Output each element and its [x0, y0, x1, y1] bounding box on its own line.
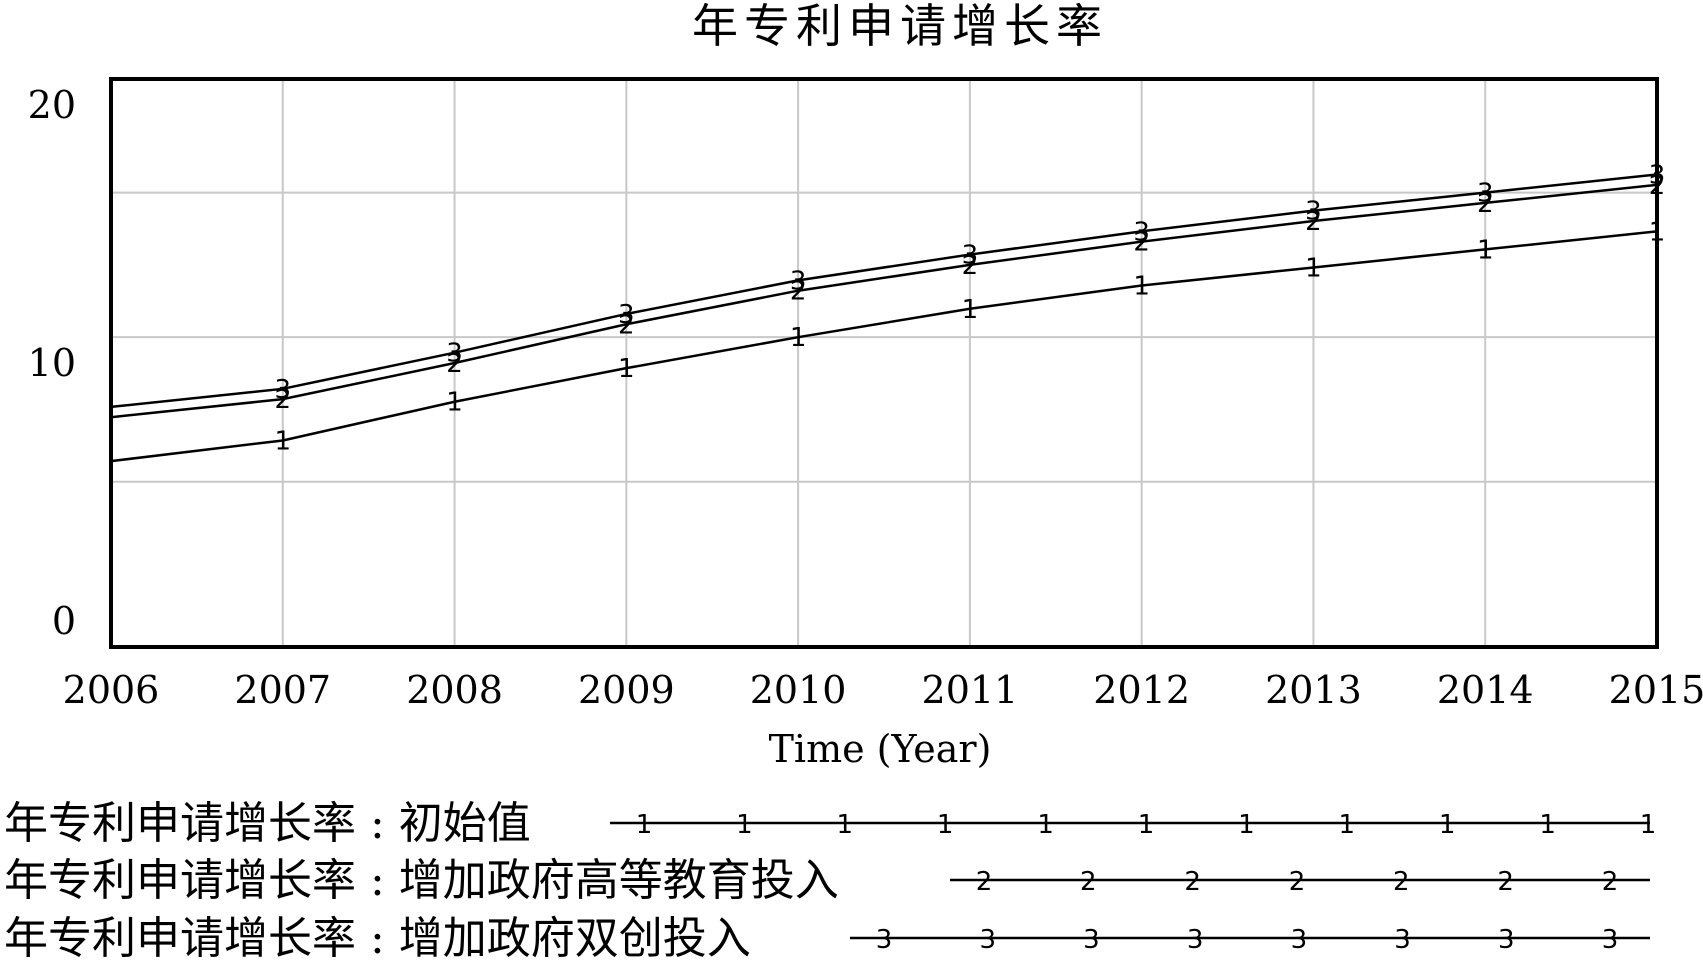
data-point-1-2013: 1: [1305, 253, 1322, 283]
legend-marker-3-4: 3: [1291, 925, 1308, 955]
x-tick-label-2009: 2009: [578, 668, 675, 712]
data-point-2-2007: 2: [275, 385, 292, 415]
data-point-1-2011: 1: [962, 295, 979, 325]
legend-label-1: 年专利申请增长率 : 初始值: [4, 798, 531, 849]
legend-marker-1-0: 1: [636, 810, 653, 840]
legend-marker-1-3: 1: [937, 810, 954, 840]
legend-marker-2-0: 2: [976, 867, 993, 897]
data-point-2-2011: 2: [962, 251, 979, 281]
legend-label-2: 年专利申请增长率 : 增加政府高等教育投入: [4, 855, 839, 906]
y-tick-label-0: 0: [52, 599, 76, 643]
data-point-2-2008: 2: [446, 349, 463, 379]
data-point-1-2008: 1: [446, 388, 463, 418]
legend-marker-3-2: 3: [1083, 925, 1100, 955]
legend-marker-1-4: 1: [1037, 810, 1054, 840]
chart-title: 年专利申请增长率: [692, 0, 1108, 53]
data-point-1-2012: 1: [1133, 272, 1150, 302]
legend-marker-3-3: 3: [1187, 925, 1204, 955]
data-point-2-2014: 2: [1477, 189, 1494, 219]
series-line-2: [110, 183, 1658, 419]
legend-marker-1-2: 1: [837, 810, 854, 840]
data-point-1-2014: 1: [1477, 235, 1494, 265]
legend-marker-1-6: 1: [1238, 810, 1255, 840]
x-tick-label-2012: 2012: [1093, 668, 1190, 712]
series-line-3: [110, 173, 1658, 409]
legend-marker-1-1: 1: [736, 810, 753, 840]
x-axis-label: Time (Year): [769, 727, 992, 771]
y-tick-label-10: 10: [28, 341, 76, 385]
legend-marker-2-3: 2: [1289, 867, 1306, 897]
legend-marker-2-4: 2: [1393, 867, 1410, 897]
legend-item-2: 年专利申请增长率 : 增加政府高等教育投入 2 2 2 2 2 2 2: [4, 855, 1650, 906]
legend-label-3: 年专利申请增长率 : 增加政府双创投入: [4, 913, 751, 964]
legend-marker-3-6: 3: [1498, 925, 1515, 955]
legend-marker-2-2: 2: [1184, 867, 1201, 897]
legend-marker-2-1: 2: [1080, 867, 1097, 897]
legend-item-3: 年专利申请增长率 : 增加政府双创投入 3 3 3 3 3 3 3 3: [4, 913, 1650, 964]
legend-item-1: 年专利申请增长率 : 初始值 1 1 1 1 1 1 1 1 1 1 1: [4, 798, 1656, 849]
x-tick-label-2007: 2007: [234, 668, 331, 712]
legend: 年专利申请增长率 : 初始值 1 1 1 1 1 1 1 1 1 1 1 年专利申请增长率 : 增加政府…: [4, 798, 1656, 964]
data-point-2-2010: 2: [790, 277, 807, 307]
legend-marker-1-7: 1: [1339, 810, 1356, 840]
plot-frame: [109, 77, 1659, 649]
x-tick-label-2014: 2014: [1437, 668, 1534, 712]
axis-layer: 2006 2007 2008 2009 2010 2011 2012 2013 2014 2015…: [28, 83, 1703, 712]
data-point-3-2012: 3: [1133, 217, 1150, 247]
data-point-3-2009: 3: [618, 300, 635, 330]
legend-marker-2-5: 2: [1497, 867, 1514, 897]
x-tick-label-2015: 2015: [1609, 668, 1703, 712]
grid-layer: [111, 79, 1657, 647]
data-point-1-2010: 1: [790, 323, 807, 353]
data-point-3-2014: 3: [1477, 179, 1494, 209]
x-tick-label-2010: 2010: [750, 668, 847, 712]
data-point-2-2009: 2: [618, 310, 635, 340]
legend-marker-3-0: 3: [876, 925, 893, 955]
data-point-3-2013: 3: [1305, 197, 1322, 227]
legend-marker-2-6: 2: [1602, 867, 1619, 897]
legend-marker-3-1: 3: [979, 925, 996, 955]
legend-marker-3-5: 3: [1394, 925, 1411, 955]
legend-marker-1-9: 1: [1539, 810, 1556, 840]
x-tick-label-2008: 2008: [406, 668, 503, 712]
data-point-3-2010: 3: [790, 266, 807, 296]
data-point-3-2008: 3: [446, 339, 463, 369]
data-point-1-2009: 1: [618, 354, 635, 384]
series-line-1: [110, 230, 1658, 463]
x-tick-label-2013: 2013: [1265, 668, 1362, 712]
legend-marker-3-7: 3: [1602, 925, 1619, 955]
legend-marker-1-5: 1: [1138, 810, 1155, 840]
x-tick-label-2006: 2006: [63, 668, 160, 712]
data-point-2-2012: 2: [1133, 228, 1150, 258]
x-tick-label-2011: 2011: [922, 668, 1019, 712]
y-tick-label-20: 20: [28, 83, 76, 127]
data-point-3-2011: 3: [962, 241, 979, 271]
data-point-1-2007: 1: [275, 426, 292, 456]
legend-marker-1-8: 1: [1439, 810, 1456, 840]
data-point-2-2013: 2: [1305, 207, 1322, 237]
legend-marker-1-10: 1: [1640, 810, 1657, 840]
data-point-3-2007: 3: [275, 375, 292, 405]
